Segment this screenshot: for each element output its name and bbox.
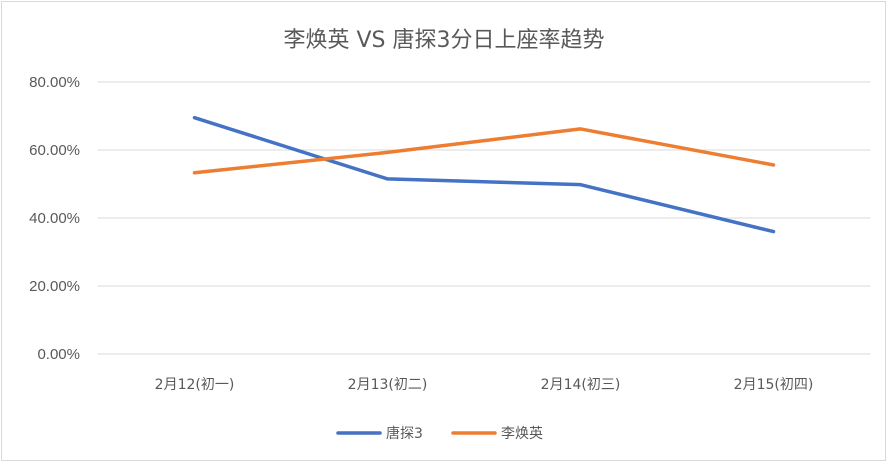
data-point	[772, 163, 775, 167]
series-line-1	[192, 115, 776, 234]
gridlines	[98, 81, 870, 355]
data-point	[579, 127, 582, 131]
data-point	[579, 183, 582, 187]
x-tick-label: 2月14(初三)	[541, 376, 621, 393]
chart-title: 李焕英 VS 唐探3分日上座率趋势	[284, 28, 605, 53]
y-tick-label: 80.00%	[29, 74, 80, 91]
data-point	[772, 230, 775, 234]
y-tick-label: 60.00%	[29, 142, 80, 159]
data-point	[386, 177, 389, 181]
y-tick-label: 0.00%	[37, 346, 80, 363]
x-tick-label: 2月15(初四)	[734, 376, 814, 393]
legend[interactable]: 唐探3 李焕英	[336, 425, 543, 442]
x-axis-ticks: 2月12(初一) 2月13(初二) 2月14(初三) 2月15(初四)	[155, 376, 814, 393]
legend-label[interactable]: 李焕英	[501, 425, 543, 442]
y-tick-label: 40.00%	[29, 210, 80, 227]
y-axis-ticks: 0.00% 20.00% 40.00% 60.00% 80.00%	[29, 74, 80, 363]
y-tick-label: 20.00%	[29, 278, 80, 295]
x-tick-label: 2月12(初一)	[155, 376, 235, 393]
x-tick-label: 2月13(初二)	[348, 376, 428, 393]
series-line-2	[192, 127, 776, 175]
data-point	[193, 171, 196, 175]
data-point	[386, 150, 389, 154]
legend-label[interactable]: 唐探3	[386, 425, 423, 442]
series-lines	[192, 115, 776, 234]
data-point	[193, 116, 196, 120]
